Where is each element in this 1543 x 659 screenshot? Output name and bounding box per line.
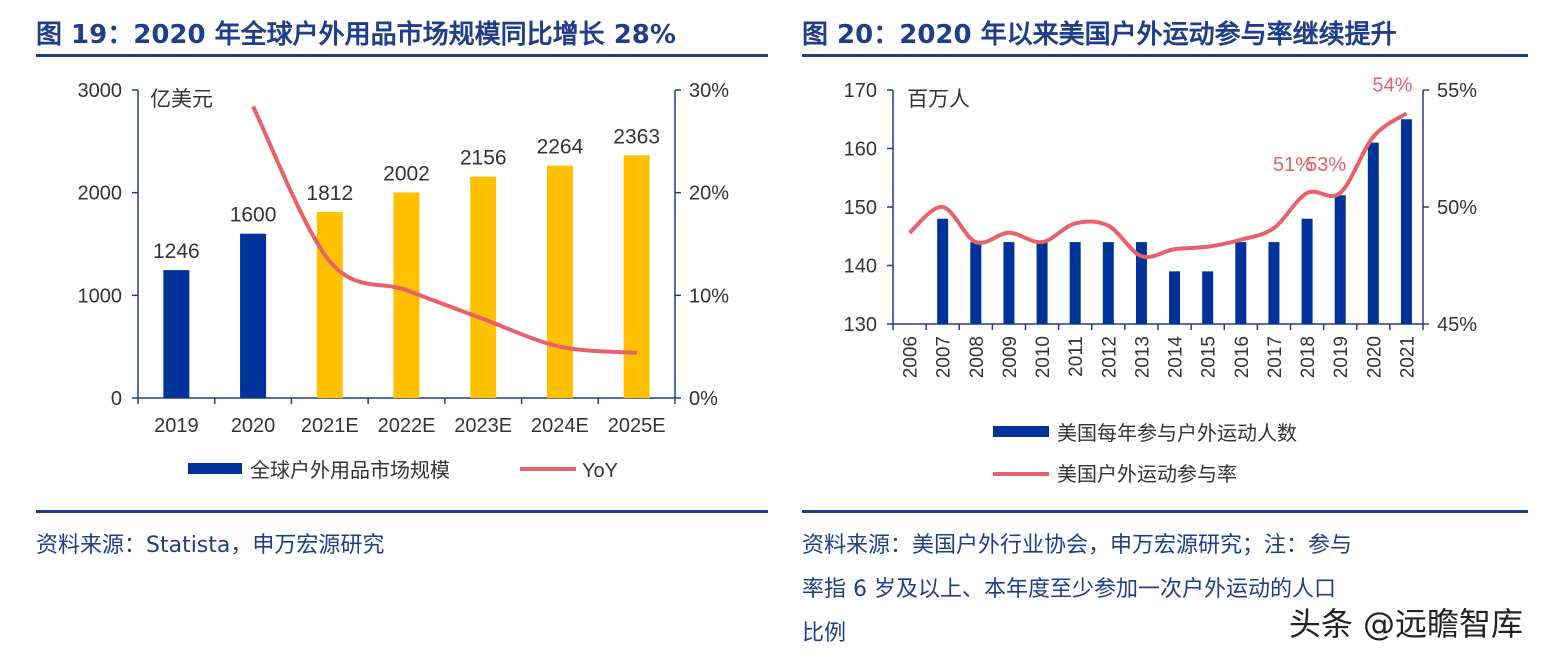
x-tick-label: 2006 (901, 336, 922, 378)
right-title-rule (802, 54, 1528, 57)
line-data-label: 54% (1372, 74, 1412, 96)
left-title-rule (36, 54, 768, 57)
bar (1367, 142, 1379, 324)
x-tick-label: 2012 (1099, 336, 1120, 378)
x-tick-label: 2018 (1298, 336, 1319, 378)
x-tick-label: 2016 (1232, 336, 1253, 378)
bar-value-label: 2363 (613, 125, 660, 148)
line-data-label: 53% (1306, 154, 1346, 176)
right-source-line-2: 率指 6 岁及以上、本年度至少参加一次户外运动的人口 (802, 577, 1336, 602)
x-tick-label: 2020 (1364, 336, 1385, 378)
y-tick-label: 170 (844, 80, 877, 102)
left-chart: 0 1000 2000 3000 0% 10% 20% 30% 亿美元 1246 1600 1812 2… (78, 80, 730, 482)
x-tick-label: 2021E (301, 415, 359, 437)
watermark: 头条 @远瞻智库 (1288, 605, 1523, 643)
bar (1169, 271, 1181, 324)
bar (1102, 242, 1114, 324)
y2-tick-label: 0% (689, 388, 718, 410)
bar-value-label: 2156 (460, 147, 507, 170)
bar-value-label: 1812 (306, 182, 353, 205)
bar (970, 242, 982, 324)
bar (1301, 218, 1313, 324)
left-bottom-rule (36, 510, 768, 513)
y-tick-label: 140 (844, 256, 877, 278)
bar-value-label: 2002 (383, 162, 430, 185)
x-tick-label: 2007 (934, 336, 955, 378)
bar (1069, 242, 1081, 324)
participation-rate-line (908, 111, 1408, 260)
y2-tick-label: 55% (1437, 80, 1477, 102)
x-tick-label: 2019 (154, 415, 199, 437)
x-tick-label: 2011 (1066, 336, 1087, 377)
left-source-note: 资料来源：Statista，申万宏源研究 (36, 533, 385, 558)
legend-bar-label: 全球户外用品市场规模 (250, 459, 450, 482)
right-figure-title: 图 20：2020 年以来美国户外运动参与率继续提升 (802, 20, 1397, 50)
legend-line-label: 美国户外运动参与率 (1057, 463, 1237, 486)
legend-bar-swatch (188, 463, 242, 474)
y2-tick-label: 45% (1437, 314, 1477, 336)
legend-bar-swatch (993, 426, 1049, 437)
left-figure-title: 图 19：2020 年全球户外用品市场规模同比增长 28% (36, 20, 676, 50)
bar-value-label: 2264 (537, 136, 584, 159)
bar (1235, 242, 1247, 324)
right-source-line-3: 比例 (802, 621, 847, 646)
x-tick-label: 2009 (1000, 336, 1021, 378)
y-tick-label: 160 (844, 139, 877, 161)
x-tick-label: 2024E (531, 415, 589, 437)
x-tick-label: 2017 (1265, 336, 1286, 378)
y-tick-label: 150 (844, 197, 877, 219)
x-tick-label: 2014 (1166, 336, 1187, 379)
bar (1268, 242, 1280, 324)
bar-value-label: 1600 (230, 204, 277, 227)
x-tick-label: 2025E (608, 415, 666, 437)
unit-label: 亿美元 (150, 88, 213, 111)
bar (1003, 242, 1015, 324)
y-tick-label: 0 (111, 388, 122, 410)
bar (1036, 242, 1048, 324)
bar-value-label: 1246 (153, 240, 200, 263)
bar (546, 165, 573, 398)
y2-tick-label: 20% (689, 183, 729, 205)
x-tick-label: 2019 (1331, 336, 1352, 378)
bar (163, 270, 190, 398)
x-tick-label: 2022E (378, 415, 436, 437)
x-tick-label: 2023E (454, 415, 512, 437)
y-tick-label: 3000 (78, 80, 123, 102)
x-tick-label: 2013 (1132, 336, 1153, 378)
bar (1135, 242, 1147, 324)
unit-label: 百万人 (907, 88, 970, 111)
right-chart: 130 140 150 160 170 45% 50% 55% 百万人 2006 2007 2008 2… (844, 74, 1478, 486)
y-tick-label: 130 (844, 314, 877, 336)
bar (1334, 195, 1346, 324)
right-source-line-1: 资料来源：美国户外行业协会，申万宏源研究；注：参与 (802, 533, 1353, 558)
bar (623, 155, 650, 398)
x-tick-label: 2008 (967, 336, 988, 378)
legend-line-label: YoY (582, 460, 618, 482)
y2-tick-label: 50% (1437, 197, 1477, 219)
y2-tick-label: 30% (689, 80, 729, 102)
bar (316, 211, 343, 398)
x-tick-label: 2021 (1397, 336, 1418, 378)
y-tick-label: 1000 (78, 285, 123, 307)
bar (470, 176, 497, 398)
bar (937, 218, 949, 324)
bar (240, 233, 267, 398)
x-tick-label: 2010 (1033, 336, 1054, 378)
x-tick-label: 2015 (1199, 336, 1220, 378)
line-data-label: 51% (1273, 154, 1313, 176)
legend-bar-label: 美国每年参与户外运动人数 (1057, 422, 1297, 445)
y2-tick-label: 10% (689, 285, 729, 307)
yoy-line (251, 105, 637, 355)
bar (1202, 271, 1214, 324)
y-tick-label: 2000 (78, 183, 123, 205)
x-tick-label: 2020 (231, 415, 276, 437)
right-bottom-rule (802, 510, 1528, 513)
bar (1400, 119, 1412, 324)
